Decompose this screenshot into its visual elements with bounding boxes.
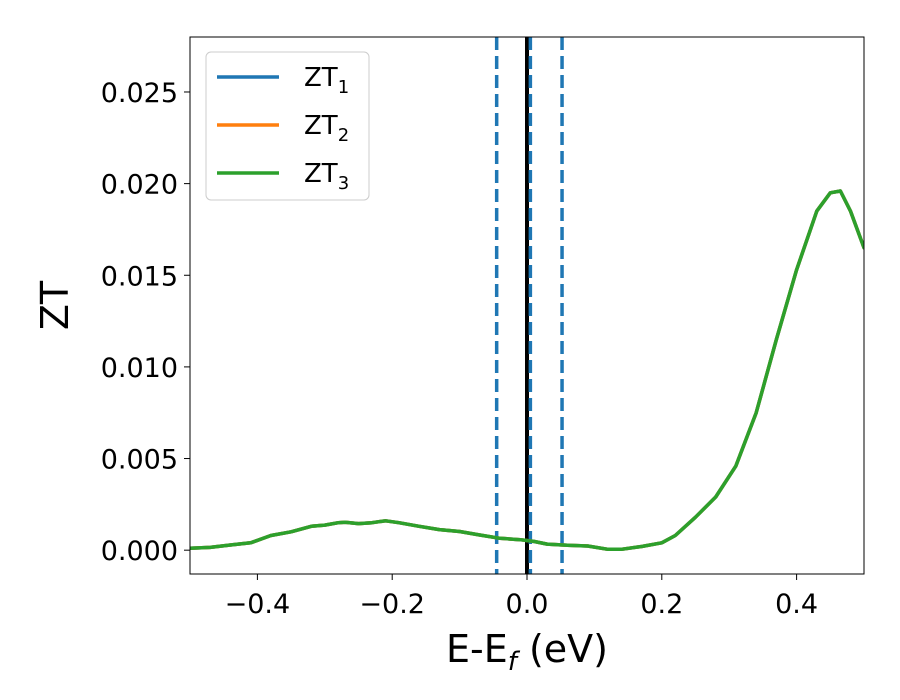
x-tick-label: 0.4 <box>775 589 818 620</box>
x-tick-label: 0.2 <box>640 589 683 620</box>
series-line-zt3 <box>190 189 864 552</box>
y-tick-label: 0.005 <box>101 445 178 476</box>
legend-label-zt1: ZT1 <box>304 63 349 98</box>
y-tick-label: 0.000 <box>101 536 178 567</box>
legend-label-zt3: ZT3 <box>304 159 349 194</box>
x-tick-label: −0.4 <box>225 589 291 620</box>
y-tick-label: 0.025 <box>101 78 178 109</box>
y-tick-label: 0.020 <box>101 170 178 201</box>
y-tick-label: 0.010 <box>101 353 178 384</box>
legend-box <box>205 51 370 201</box>
x-axis-title: E-Ef (eV) <box>446 627 608 677</box>
legend-label-zt2: ZT2 <box>304 111 349 146</box>
y-tick-label: 0.015 <box>101 261 178 292</box>
y-axis: 0.000 0.005 0.010 0.015 0.020 0.025 <box>101 78 190 567</box>
x-tick-label: 0.0 <box>506 589 549 620</box>
x-tick-label: −0.2 <box>359 589 425 620</box>
y-axis-title: ZT <box>33 280 77 330</box>
plot-area <box>190 37 864 574</box>
legend: ZT1 ZT2 ZT3 <box>205 51 370 201</box>
x-axis: −0.4 −0.2 0.0 0.2 0.4 <box>225 574 818 620</box>
x-axis-title-unit: (eV) <box>517 627 608 671</box>
x-axis-title-main: E-E <box>446 627 508 671</box>
plot-frame <box>189 36 865 575</box>
